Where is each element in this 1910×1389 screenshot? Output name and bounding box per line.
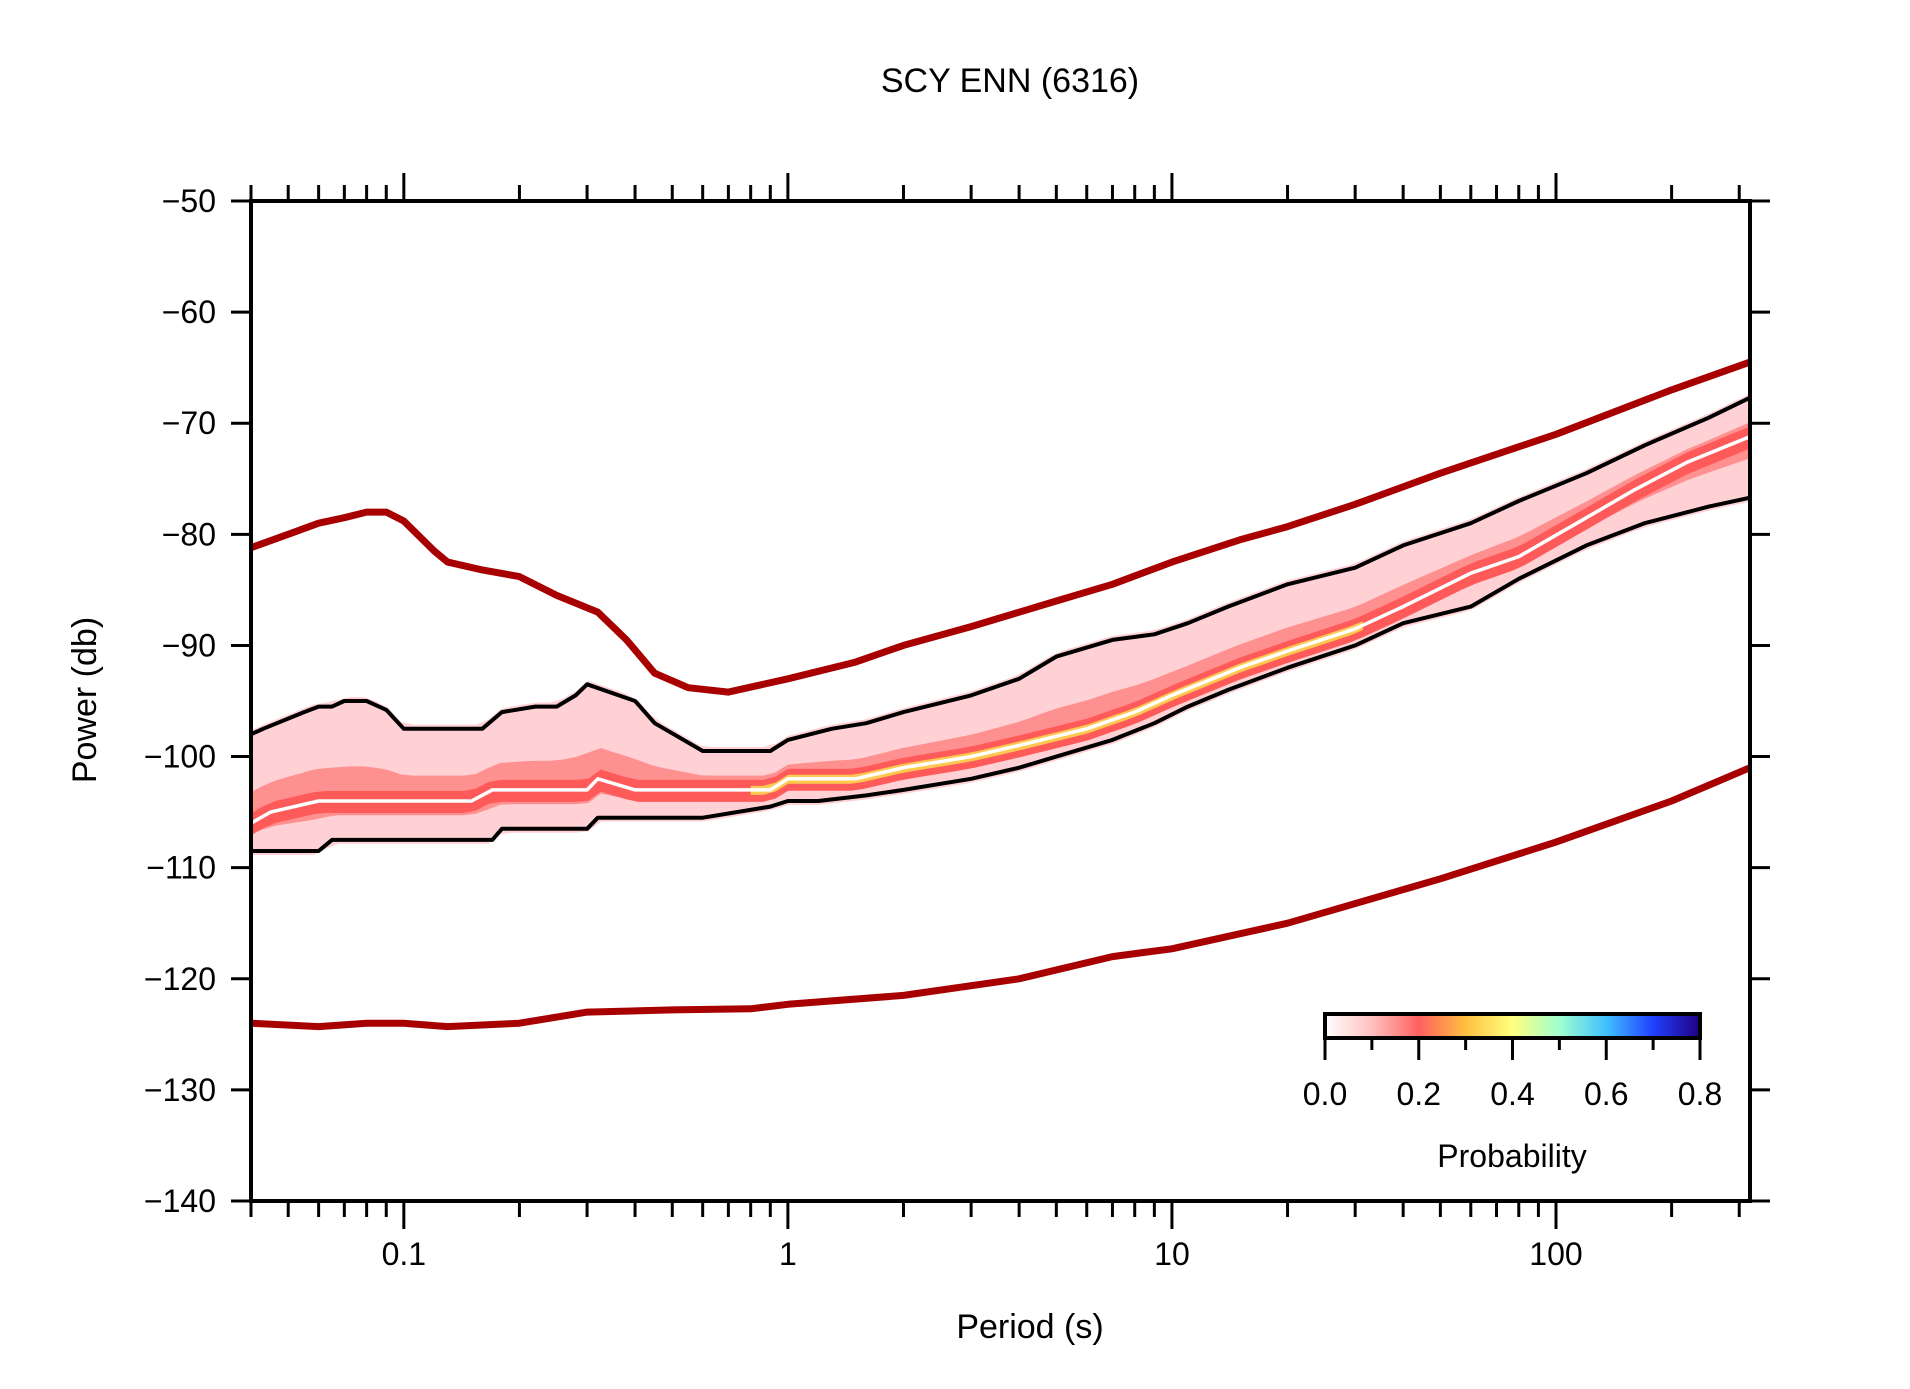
y-tick-label: −120 [144, 961, 216, 997]
line-lower-percentile [251, 495, 1751, 853]
x-tick-label: 1 [779, 1236, 797, 1272]
colorbar: 0.0 0.2 0.4 0.6 0.8 Probability [1303, 1012, 1722, 1174]
line-upper-percentile [250, 395, 1751, 753]
line-mode [250, 434, 1751, 825]
x-tick-label: 10 [1154, 1236, 1190, 1272]
colorbar-tick-label: 0.0 [1303, 1076, 1347, 1112]
y-tick-label: −140 [144, 1183, 216, 1219]
y-axis: −50 −60 −70 −80 −90 −100 −110 −120 −130 −140 [144, 183, 1770, 1219]
density-outer [251, 393, 1750, 855]
x-tick-label: 0.1 [382, 1236, 426, 1272]
y-tick-label: −130 [144, 1072, 216, 1108]
x-axis-label: Period (s) [956, 1308, 1103, 1346]
y-axis-label: Power (db) [66, 617, 104, 783]
line-low-noise-model [250, 764, 1752, 1031]
x-tick-label: 100 [1529, 1236, 1582, 1272]
series-lines [249, 358, 1752, 1031]
plot-frame [249, 199, 1752, 1203]
y-tick-label: −60 [162, 294, 216, 330]
x-axis: 0.1 1 10 100 [249, 173, 1741, 1272]
chart-title: SCY ENN (6316) [881, 62, 1139, 100]
colorbar-tick-label: 0.4 [1490, 1076, 1534, 1112]
probability-density [251, 393, 1750, 855]
y-tick-label: −70 [162, 405, 216, 441]
line-high-noise-model [249, 358, 1752, 696]
colorbar-label: Probability [1437, 1138, 1586, 1174]
y-tick-label: −100 [144, 739, 216, 775]
y-tick-label: −90 [162, 627, 216, 663]
y-tick-label: −110 [146, 850, 216, 886]
colorbar-gradient [1323, 1012, 1702, 1040]
colorbar-tick-label: 0.2 [1397, 1076, 1441, 1112]
y-tick-label: −80 [162, 516, 216, 552]
colorbar-tick-label: 0.8 [1678, 1076, 1722, 1112]
y-tick-label: −50 [162, 183, 216, 219]
colorbar-tick-label: 0.6 [1584, 1076, 1628, 1112]
